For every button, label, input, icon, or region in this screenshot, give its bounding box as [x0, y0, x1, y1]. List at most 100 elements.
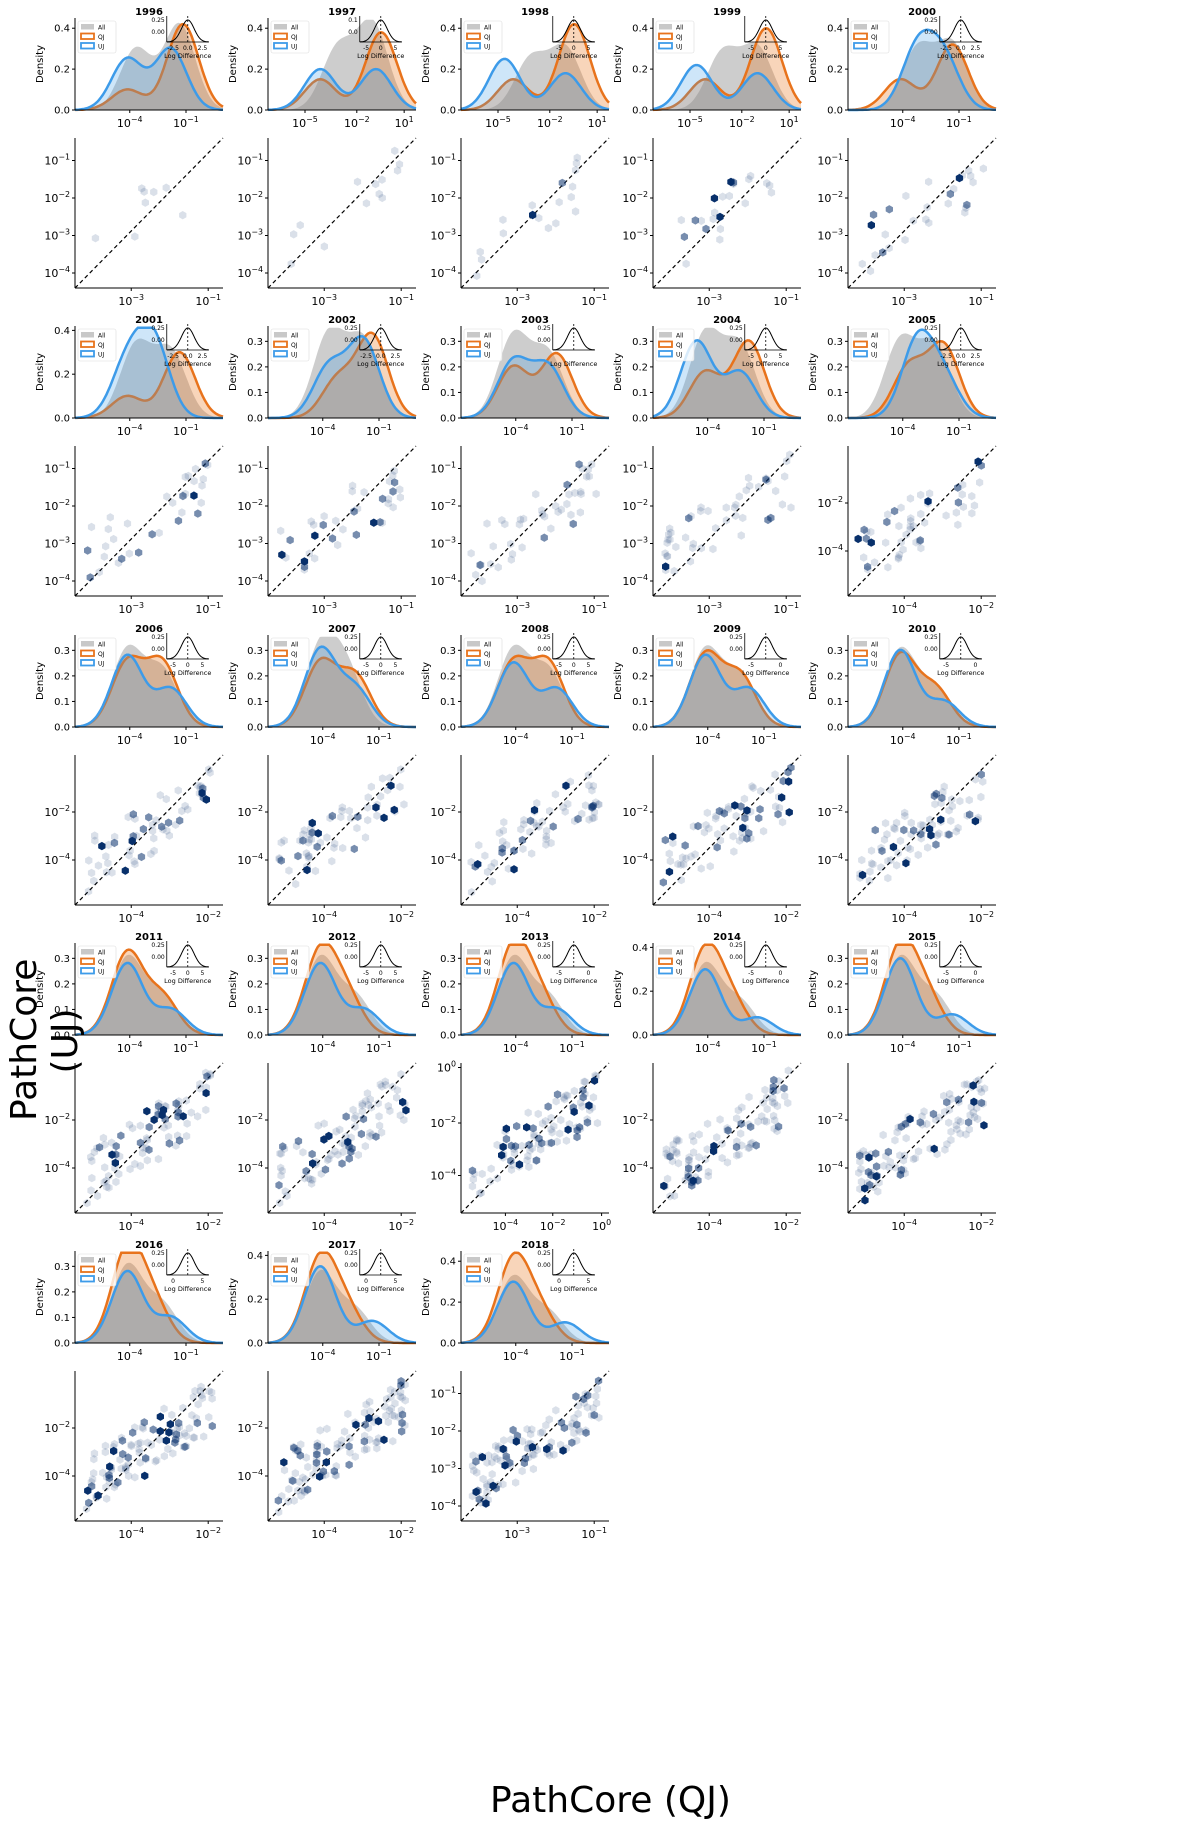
- hexbin-cell: [205, 1387, 213, 1396]
- hexbin-cell: [552, 219, 560, 228]
- density-y-label: Density: [35, 45, 46, 83]
- hexbin-cell: [666, 856, 674, 866]
- density-line-uj: [460, 354, 609, 420]
- hexbin-cell: [526, 827, 534, 837]
- hexbin-cell: [904, 843, 912, 852]
- hex-y-tick-label: 10−2: [44, 498, 70, 513]
- hexbin-cell: [890, 823, 898, 833]
- hexbin-cell: [143, 1134, 151, 1143]
- hexbin-cell: [759, 1098, 767, 1107]
- hex-x-tick-label: 10−2: [968, 601, 994, 616]
- density-y-label: Density: [421, 662, 432, 700]
- density-y-tick-label: 0.3: [632, 646, 648, 657]
- hex-x-tick-label: 10−3: [504, 601, 530, 616]
- hexbin-cell: [528, 849, 536, 858]
- hexbin-cell: [902, 859, 910, 868]
- hexbin-cell: [570, 1428, 578, 1438]
- year-title: 1997: [328, 7, 356, 18]
- legend-label-uj: UJ: [291, 44, 297, 51]
- hexbin-cell: [690, 1148, 698, 1157]
- hexbin-cell: [585, 1101, 593, 1110]
- inset-x-tick-label: 0.0: [183, 353, 193, 360]
- hexbin-cell: [574, 1425, 583, 1434]
- hexbin-cell: [477, 1188, 485, 1198]
- hex-x-tick-label: 10−4: [118, 910, 144, 925]
- hexbin-cell: [135, 1448, 143, 1457]
- hexbin-cell: [555, 198, 563, 207]
- density-y-tick-label: 0.2: [247, 362, 263, 373]
- density-y-tick-label: 0.0: [827, 1031, 843, 1042]
- inset-y-tick-label: 0.25: [344, 634, 358, 641]
- hexbin-cell: [510, 846, 518, 855]
- inset-x-tick-label: 0.0: [956, 353, 966, 360]
- density-y-tick-label: 0.1: [54, 1005, 70, 1016]
- density-line-uj: [267, 645, 416, 729]
- legend-label-uj: UJ: [484, 352, 490, 359]
- hexbin-cell: [542, 835, 550, 844]
- hexbin-cell: [963, 811, 971, 820]
- hexbin-cell: [277, 838, 285, 847]
- hexbin-cell: [396, 485, 404, 494]
- hexbin-cell: [861, 1184, 869, 1193]
- hexbin-cell: [697, 216, 705, 225]
- density-fill-all: [268, 954, 416, 1035]
- hex-x-tick-label: 10−2: [968, 1218, 994, 1233]
- inset-y-tick-label: 0.00: [924, 29, 938, 36]
- identity-line: [652, 754, 802, 906]
- hexbin-cell: [784, 1098, 792, 1108]
- density-x-tick-label: 101: [588, 115, 607, 130]
- hexbin-cell: [570, 1086, 578, 1096]
- hexbin-cell: [527, 1430, 535, 1439]
- hexbin-cell: [892, 818, 901, 827]
- hexbin-cell: [525, 1140, 533, 1149]
- density-y-tick-label: 0.3: [440, 954, 456, 965]
- density-y-tick-label: 0.2: [827, 979, 843, 990]
- identity-line: [460, 445, 610, 597]
- density-y-label: Density: [228, 45, 239, 83]
- hexbin-cell: [947, 1135, 955, 1145]
- inset-x-tick-label: 5: [201, 970, 205, 977]
- hexbin-cell: [737, 1119, 745, 1128]
- hexbin-cell: [160, 1452, 168, 1461]
- hexbin-cell: [354, 812, 362, 821]
- hexbin-cell: [487, 560, 495, 569]
- density-fill-all: [653, 42, 801, 110]
- inset-y-tick-label: 0.00: [151, 29, 165, 36]
- density-y-tick-label: 0.2: [440, 65, 456, 76]
- inset-x-tick-label: 5: [587, 1278, 591, 1285]
- density-y-tick-label: 0.2: [632, 65, 648, 76]
- hexbin-cell: [785, 808, 793, 817]
- hexbin-cell: [345, 806, 353, 816]
- year-title: 2003: [521, 315, 549, 326]
- hexbin-cell: [547, 1138, 555, 1148]
- hexbin-cell: [492, 1484, 500, 1493]
- hexbin-cell: [86, 573, 94, 582]
- hexbin-cell: [181, 801, 189, 811]
- hexbin-cell: [165, 831, 173, 840]
- hexbin-cell: [585, 781, 593, 790]
- legend-label-qj: QJ: [871, 959, 878, 966]
- legend-swatch-uj: [466, 967, 481, 975]
- hexbin-cell: [583, 1403, 592, 1412]
- hexbin-cell: [363, 1444, 371, 1454]
- hexbin-cell: [470, 1466, 478, 1475]
- hexbin-cell: [190, 1433, 198, 1442]
- hexbin-cell: [101, 1140, 109, 1149]
- inset-x-tick-label: -5: [943, 662, 949, 669]
- hexbin-cell: [208, 1388, 216, 1397]
- hexbin-cell: [319, 520, 327, 530]
- hexbin-cell: [583, 1115, 591, 1124]
- hexbin-cell: [955, 173, 964, 183]
- density-fill-all: [848, 37, 996, 110]
- density-y-tick-label: 0.3: [827, 646, 843, 657]
- hexbin-cell: [124, 1460, 132, 1469]
- inset-x-label: Log Difference: [357, 360, 404, 368]
- hex-x-tick-label: 10−1: [968, 293, 994, 308]
- hexbin-cell: [472, 570, 480, 579]
- hexbin-cell: [380, 1435, 388, 1444]
- hexbin-cell: [546, 806, 554, 816]
- inset-y-tick-label: 0.00: [537, 337, 551, 344]
- hexbin-cell: [337, 812, 345, 822]
- hexbin-cell: [101, 1163, 109, 1172]
